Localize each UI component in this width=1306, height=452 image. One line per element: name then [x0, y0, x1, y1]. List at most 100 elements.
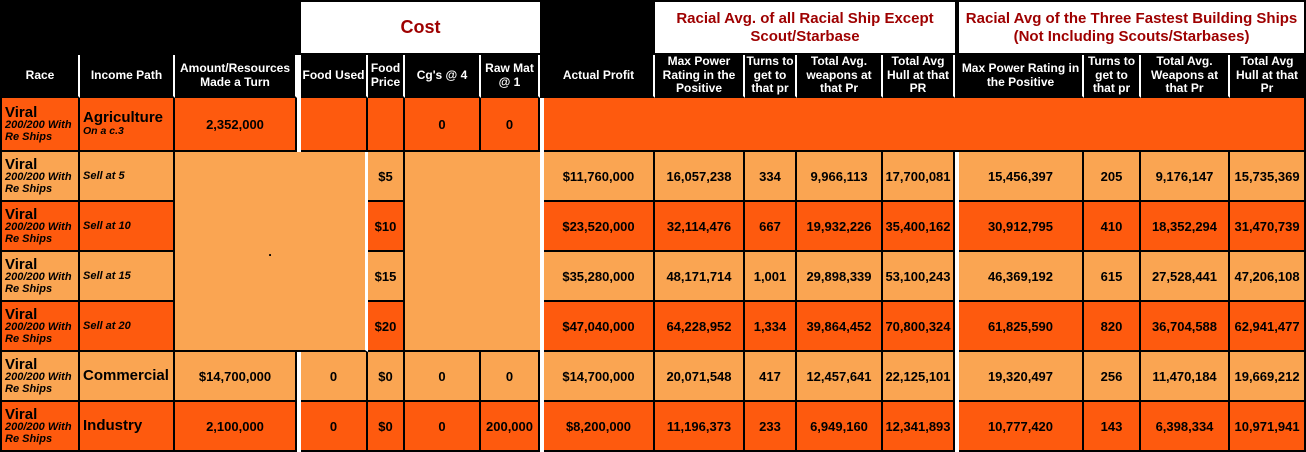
- s1-max-power-cell: 11,196,373: [655, 402, 745, 452]
- column-spacer: [297, 352, 301, 403]
- race-cell: Viral 200/200 With Re Ships: [0, 152, 80, 203]
- s2-hull-cell: 62,941,477: [1230, 302, 1306, 353]
- cgs-cell: 0: [405, 352, 481, 403]
- race-cell: Viral 200/200 With Re Ships: [0, 252, 80, 303]
- food-price-cell: $0: [368, 402, 405, 452]
- agriculture-empty-region: [544, 98, 1306, 153]
- section-title-cost: Cost: [301, 0, 540, 55]
- income-path-label: Sell at 10: [83, 219, 131, 232]
- race-cell: Viral 200/200 With Re Ships: [0, 202, 80, 253]
- column-spacer: [540, 55, 544, 99]
- s2-turns-cell: 615: [1084, 252, 1141, 303]
- s1-turns-cell: 233: [745, 402, 797, 452]
- s2-turns-cell: 256: [1084, 352, 1141, 403]
- income-path-cell: Sell at 5: [80, 152, 175, 203]
- race-detail: 200/200 With Re Ships: [5, 321, 72, 345]
- col-header-s2-max-power: Max Power Rating in the Positive: [959, 55, 1084, 99]
- s1-hull-cell: 35,400,162: [883, 202, 955, 253]
- food-price-cell: $5: [368, 152, 405, 203]
- amount-cell: 2,100,000: [175, 402, 297, 452]
- col-header-s2-hull: Total Avg Hull at that Pr: [1230, 55, 1306, 99]
- s1-weapons-cell: 29,898,339: [797, 252, 883, 303]
- race-cell: Viral 200/200 With Re Ships: [0, 352, 80, 403]
- col-header-s1-weapons: Total Avg. weapons at that Pr: [797, 55, 883, 99]
- s1-max-power-cell: 48,171,714: [655, 252, 745, 303]
- s1-max-power-cell: 16,057,238: [655, 152, 745, 203]
- food-used-cell: 0: [301, 352, 368, 403]
- race-name: Viral: [5, 103, 38, 121]
- race-detail: 200/200 With Re Ships: [5, 421, 72, 445]
- income-path-label: Agriculture: [83, 109, 164, 127]
- income-path-cell: Commercial: [80, 352, 175, 403]
- food-price-cell: [368, 98, 405, 153]
- food-price-cell: $15: [368, 252, 405, 303]
- race-cell: Viral 200/200 With Re Ships: [0, 98, 80, 153]
- race-detail: 200/200 With Re Ships: [5, 171, 72, 195]
- amount-cell: $14,700,000: [175, 352, 297, 403]
- race-name: Viral: [5, 205, 38, 223]
- race-cell: Viral 200/200 With Re Ships: [0, 302, 80, 353]
- race-detail: 200/200 With Re Ships: [5, 221, 72, 245]
- table-row-industry: Viral 200/200 With Re Ships Industry 2,1…: [0, 402, 1306, 452]
- column-spacer: [540, 352, 544, 403]
- income-path-label: Sell at 5: [83, 169, 125, 182]
- s1-weapons-cell: 9,966,113: [797, 152, 883, 203]
- s2-weapons-cell: 9,176,147: [1141, 152, 1230, 203]
- actual-profit-cell: $14,700,000: [544, 352, 655, 403]
- s2-max-power-cell: 46,369,192: [959, 252, 1084, 303]
- income-path-cell: Sell at 15: [80, 252, 175, 303]
- s1-weapons-cell: 39,864,452: [797, 302, 883, 353]
- food-used-cell: 0: [301, 402, 368, 452]
- column-spacer: [955, 202, 959, 253]
- s1-weapons-cell: 6,949,160: [797, 402, 883, 452]
- col-header-cgs: Cg's @ 4: [405, 55, 481, 99]
- col-header-food-used: Food Used: [301, 55, 368, 99]
- s2-turns-cell: 205: [1084, 152, 1141, 203]
- s2-max-power-cell: 19,320,497: [959, 352, 1084, 403]
- food-price-cell: $10: [368, 202, 405, 253]
- s1-max-power-cell: 32,114,476: [655, 202, 745, 253]
- income-path-cell: Industry: [80, 402, 175, 452]
- merged-amount-block: .: [175, 152, 368, 353]
- s2-turns-cell: 410: [1084, 202, 1141, 253]
- income-path-label: Sell at 15: [83, 269, 131, 282]
- s1-hull-cell: 70,800,324: [883, 302, 955, 353]
- s2-turns-cell: 143: [1084, 402, 1141, 452]
- s1-hull-cell: 53,100,243: [883, 252, 955, 303]
- s1-weapons-cell: 12,457,641: [797, 352, 883, 403]
- raw-mat-cell: 200,000: [481, 402, 540, 452]
- table-row-sell-at-10: Viral 200/200 With Re Ships Sell at 10 $…: [0, 202, 1306, 253]
- s1-turns-cell: 417: [745, 352, 797, 403]
- income-path-detail: On a c.3: [83, 125, 124, 138]
- income-path-cell: Agriculture On a c.3: [80, 98, 175, 153]
- race-name: Viral: [5, 355, 38, 373]
- column-spacer: [955, 252, 959, 303]
- column-spacer: [540, 202, 544, 253]
- section-divider: [955, 0, 959, 55]
- col-header-s1-hull: Total Avg Hull at that PR: [883, 55, 955, 99]
- s2-weapons-cell: 27,528,441: [1141, 252, 1230, 303]
- s1-weapons-cell: 19,932,226: [797, 202, 883, 253]
- col-header-food-price: Food Price: [368, 55, 405, 99]
- section-title-racial-fastest: Racial Avg of the Three Fastest Building…: [959, 0, 1306, 55]
- column-spacer: [955, 402, 959, 452]
- raw-mat-cell: 0: [481, 98, 540, 153]
- col-header-s1-max-power: Max Power Rating in the Positive: [655, 55, 745, 99]
- race-name: Viral: [5, 405, 38, 423]
- column-spacer: [955, 352, 959, 403]
- race-name: Viral: [5, 155, 38, 173]
- actual-profit-cell: $8,200,000: [544, 402, 655, 452]
- s1-turns-cell: 1,334: [745, 302, 797, 353]
- s2-max-power-cell: 30,912,795: [959, 202, 1084, 253]
- col-header-race: Race: [0, 55, 80, 99]
- s2-hull-cell: 19,669,212: [1230, 352, 1306, 403]
- table-row-commercial: Viral 200/200 With Re Ships Commercial $…: [0, 352, 1306, 403]
- race-name: Viral: [5, 255, 38, 273]
- income-path-label: Sell at 20: [83, 319, 131, 332]
- column-spacer: [955, 152, 959, 203]
- table-row-sell-at-20: Viral 200/200 With Re Ships Sell at 20 $…: [0, 302, 1306, 353]
- column-spacer: [540, 98, 544, 153]
- header-blank-mid: [540, 0, 655, 55]
- race-cell: Viral 200/200 With Re Ships: [0, 402, 80, 452]
- s2-turns-cell: 820: [1084, 302, 1141, 353]
